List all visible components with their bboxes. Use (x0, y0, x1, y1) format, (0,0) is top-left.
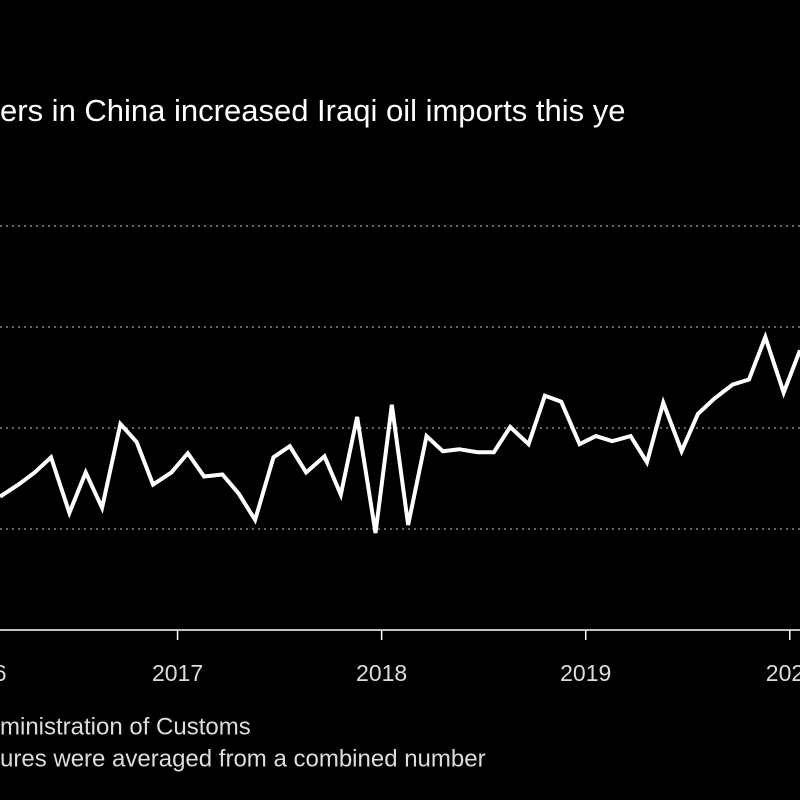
chart-title: ers in China increased Iraqi oil imports… (0, 93, 625, 128)
x-tick-label: 2018 (356, 660, 407, 686)
x-tick-label: 6 (0, 660, 6, 686)
line-series (0, 331, 800, 534)
x-tick-label: 202 (766, 660, 800, 686)
x-tick-label: 2017 (152, 660, 203, 686)
note: ures were averaged from a combined numbe… (0, 745, 486, 772)
source: ministration of Customs (0, 713, 251, 740)
x-tick-label: 2019 (560, 660, 611, 686)
